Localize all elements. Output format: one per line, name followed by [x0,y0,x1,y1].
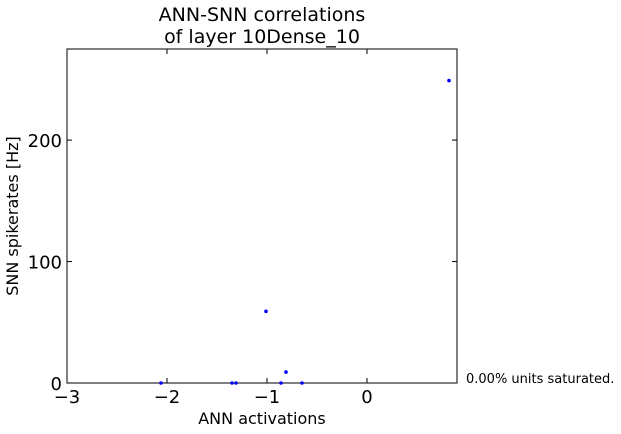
x-tick-label: 0 [361,387,372,408]
data-point [284,370,288,374]
data-point [234,381,238,385]
x-tick-label: −3 [54,387,81,408]
data-point [300,381,304,385]
x-axis-label: ANN activations [198,409,326,428]
data-point [447,78,451,83]
y-tick-label: 0 [51,374,62,395]
chart-title-line-1: ANN-SNN correlations [159,4,366,26]
saturation-annotation: 0.00% units saturated. [466,372,614,387]
data-point [279,381,283,385]
data-point [264,309,268,314]
chart-title-line-2: of layer 10Dense_10 [164,26,360,48]
data-points [159,78,451,385]
data-point [159,381,163,385]
axis-ticks: −3 −2 −1 0 0 100 200 [28,49,457,408]
data-point [230,381,234,385]
y-tick-label: 100 [28,253,62,274]
plot-area [66,48,458,384]
y-tick-label: 200 [28,131,62,152]
x-tick-label: −2 [154,387,181,408]
x-tick-label: −1 [254,387,281,408]
y-axis-label: SNN spikerates [Hz] [3,136,22,296]
